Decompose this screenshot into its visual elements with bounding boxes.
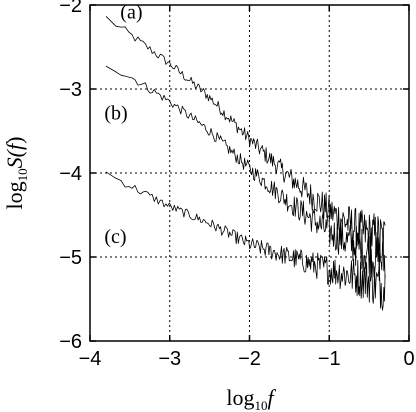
- y-tick-label: −2: [59, 0, 82, 17]
- x-tick-label: −3: [158, 348, 181, 370]
- series-line-3: [105, 171, 386, 311]
- series-layer: [105, 16, 386, 311]
- y-tick-label: −6: [59, 331, 82, 353]
- x-axis-label: log10f: [226, 385, 276, 412]
- series-label-2: (b): [104, 103, 127, 125]
- y-tick-label: −3: [59, 79, 82, 101]
- series-line-1: [105, 16, 386, 259]
- ticks: −4 −3 −2 −1 0 −6 −5 −4 −3 −2: [59, 0, 414, 370]
- x-tick-label: −2: [238, 348, 261, 370]
- series-label-3: (c): [104, 226, 126, 248]
- series-line-2: [105, 65, 386, 281]
- y-tick-label: −5: [59, 247, 82, 269]
- series-labels: (a) (b) (c): [104, 2, 142, 248]
- x-tick-label: −1: [318, 348, 341, 370]
- x-tick-label: 0: [403, 348, 414, 370]
- series-label-1: (a): [120, 2, 142, 24]
- y-axis-label: log10S(f): [2, 137, 30, 210]
- y-tick-label: −4: [59, 163, 82, 185]
- x-tick-label: −4: [79, 348, 102, 370]
